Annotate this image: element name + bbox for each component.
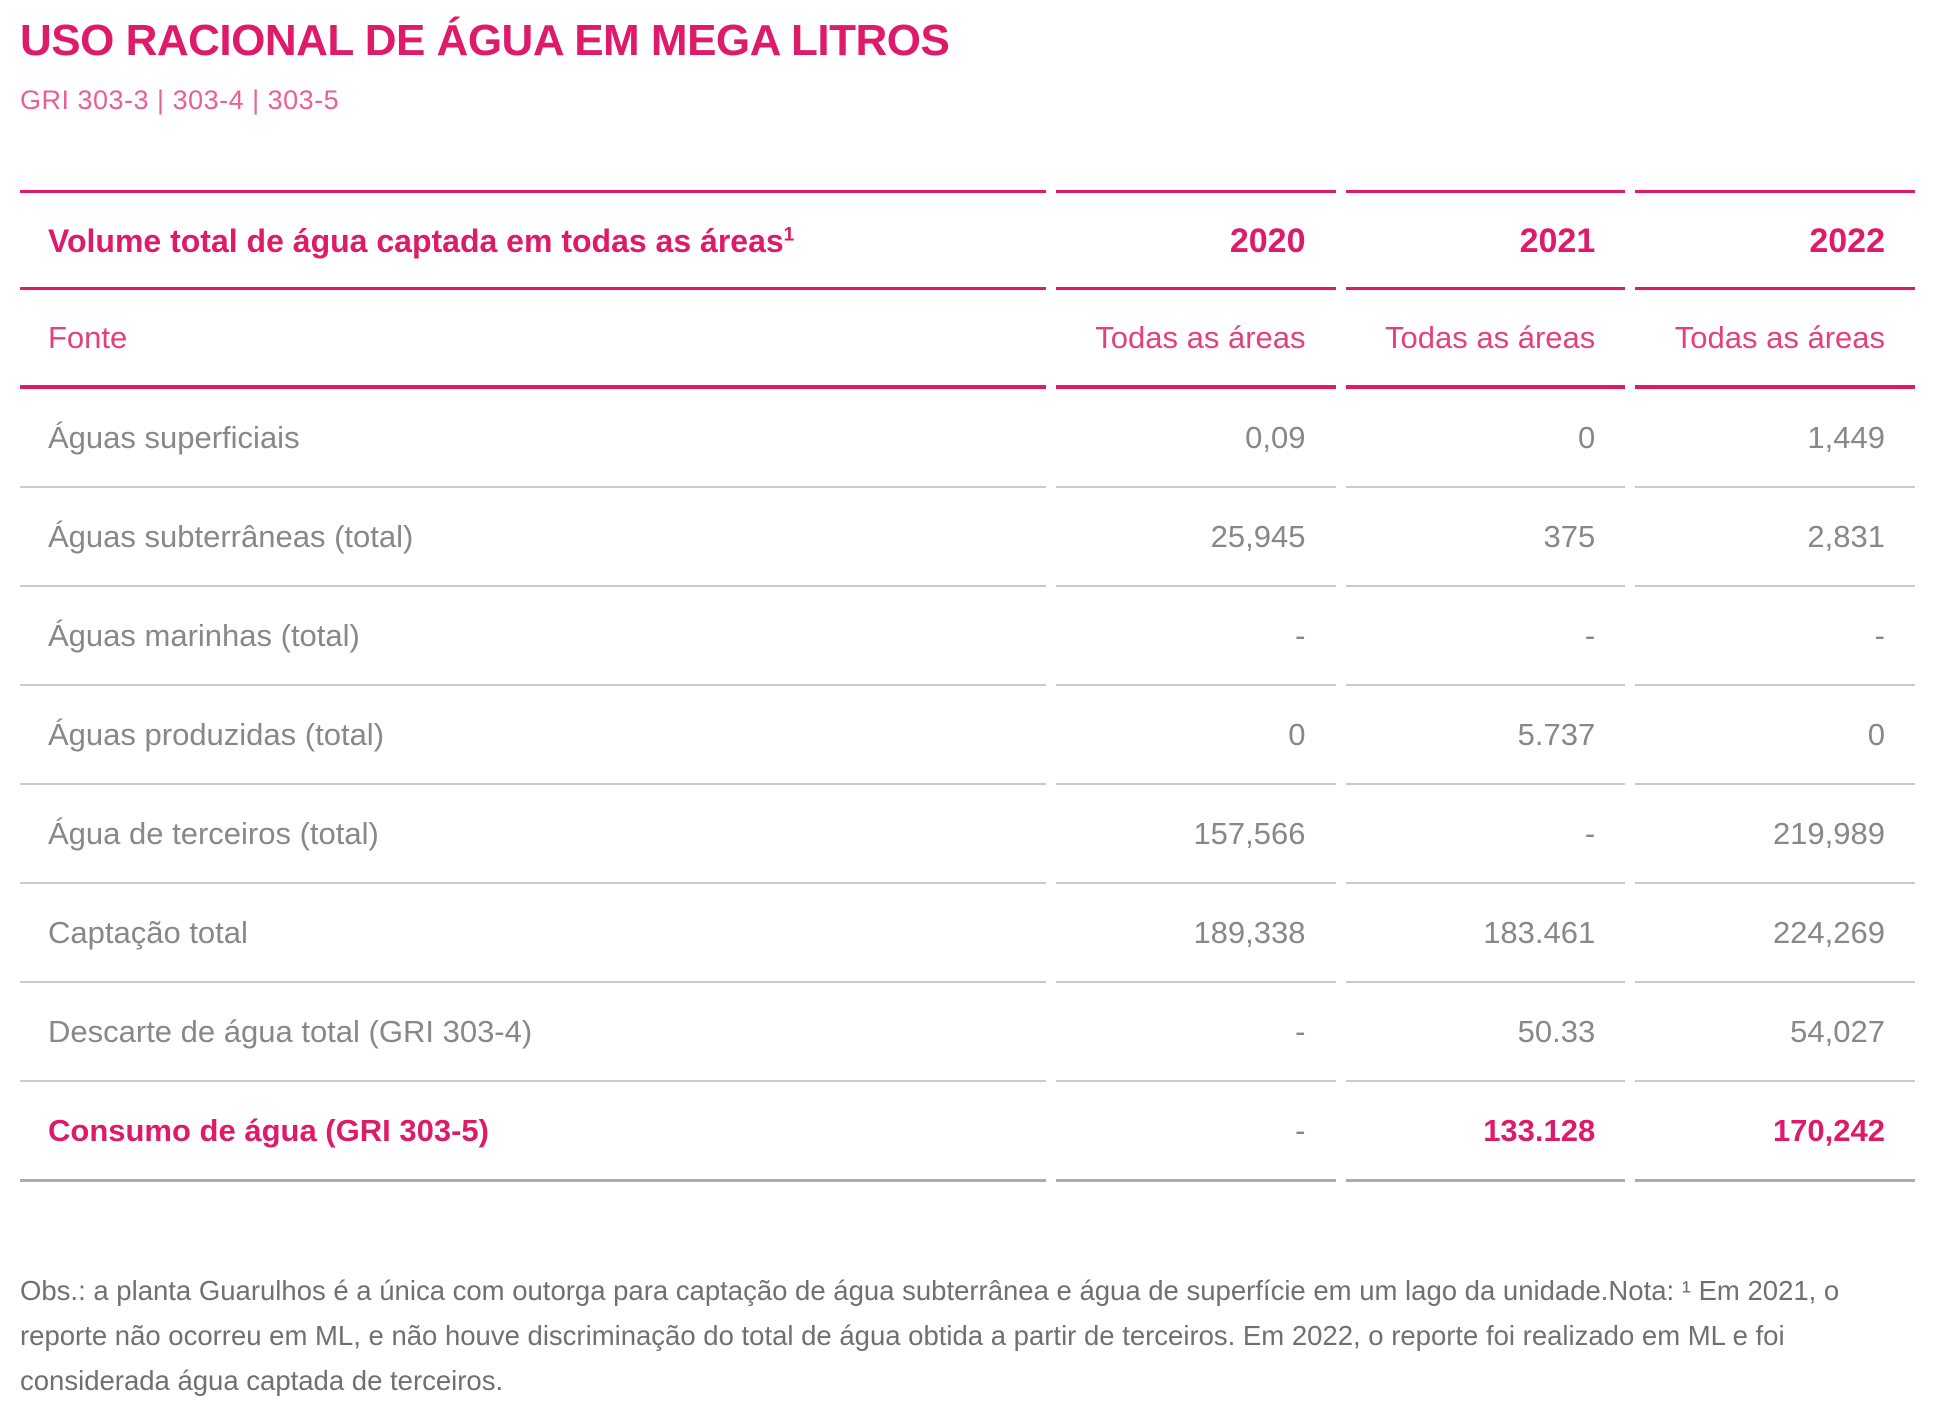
row-value: 0 <box>1055 686 1336 785</box>
table-header-row: Volume total de água captada em todas as… <box>20 189 1915 290</box>
row-label: Captação total <box>20 884 1046 983</box>
header-year-2021: 2021 <box>1345 189 1626 290</box>
table-body: Águas superficiais 0,09 0 1,449 Águas subter… <box>20 389 1915 1182</box>
footnote: Obs.: a planta Guarulhos é a única com o… <box>20 1274 1840 1396</box>
row-value: 133.128 <box>1345 1082 1626 1182</box>
table-subheader-row: Fonte Todas as áreas Todas as áreas Toda… <box>20 290 1915 389</box>
header-volume-text: Volume total de água captada em todas as… <box>48 222 784 259</box>
row-value: - <box>1345 587 1626 686</box>
gri-reference: GRI 303-3 | 303-4 | 303-5 <box>20 84 340 115</box>
subheader-areas-2021: Todas as áreas <box>1345 290 1626 389</box>
water-usage-table: Volume total de água captada em todas as… <box>10 189 1925 1182</box>
subheader-areas-2022: Todas as áreas <box>1635 290 1915 389</box>
row-value: 219,989 <box>1635 785 1915 884</box>
table-row: Consumo de água (GRI 303-5) -133.128 170,2… <box>20 1082 1915 1182</box>
row-value: 189,338 <box>1055 884 1336 983</box>
page-title: USO RACIONAL DE ÁGUA EM MEGA LITROS <box>20 16 950 65</box>
row-label: Água de terceiros (total) <box>20 785 1046 884</box>
row-label: Águas marinhas (total) <box>20 587 1046 686</box>
subheader-areas-2020: Todas as áreas <box>1055 290 1336 389</box>
row-value: - <box>1055 1082 1336 1182</box>
row-value: 25,945 <box>1055 488 1336 587</box>
table-row: Captação total 189,338 183.461 224,269 <box>20 884 1915 983</box>
subheader-fonte-label: Fonte <box>20 290 1046 389</box>
row-value: 0 <box>1635 686 1915 785</box>
table-row: Descarte de água total (GRI 303-4) -50.33… <box>20 983 1915 1082</box>
row-label: Águas superficiais <box>20 389 1046 488</box>
table-row: Águas produzidas (total) 0 5.737 0 <box>20 686 1915 785</box>
row-value: 170,242 <box>1635 1082 1915 1182</box>
row-value: 5.737 <box>1345 686 1626 785</box>
footnote-marker: 1 <box>783 223 795 245</box>
row-value: - <box>1345 785 1626 884</box>
row-value: 375 <box>1345 488 1626 587</box>
row-label: Consumo de água (GRI 303-5) <box>20 1082 1046 1182</box>
table-row: Águas subterrâneas (total) 25,945 375 2,831 <box>20 488 1915 587</box>
row-value: - <box>1635 587 1915 686</box>
report-page: USO RACIONAL DE ÁGUA EM MEGA LITROS GRI … <box>0 16 1935 1403</box>
row-value: 0,09 <box>1055 389 1336 488</box>
row-value: 50.33 <box>1345 983 1626 1082</box>
row-value: 2,831 <box>1635 488 1915 587</box>
row-value: 0 <box>1345 389 1626 488</box>
row-value: 157,566 <box>1055 785 1336 884</box>
row-label: Descarte de água total (GRI 303-4) <box>20 983 1046 1082</box>
row-value: 54,027 <box>1635 983 1915 1082</box>
header-volume-label: Volume total de água captada em todas as… <box>20 189 1046 290</box>
row-label: Águas subterrâneas (total) <box>20 488 1046 587</box>
row-value: 224,269 <box>1635 884 1915 983</box>
header-year-2022: 2022 <box>1635 189 1915 290</box>
table-row: Águas superficiais 0,09 0 1,449 <box>20 389 1915 488</box>
header-year-2020: 2020 <box>1055 189 1336 290</box>
row-value: - <box>1055 587 1336 686</box>
row-value: 1,449 <box>1635 389 1915 488</box>
row-label: Águas produzidas (total) <box>20 686 1046 785</box>
row-value: 183.461 <box>1345 884 1626 983</box>
row-value: - <box>1055 983 1336 1082</box>
table-row: Águas marinhas (total) - - - <box>20 587 1915 686</box>
table-row: Água de terceiros (total) 157,566-219,989 <box>20 785 1915 884</box>
